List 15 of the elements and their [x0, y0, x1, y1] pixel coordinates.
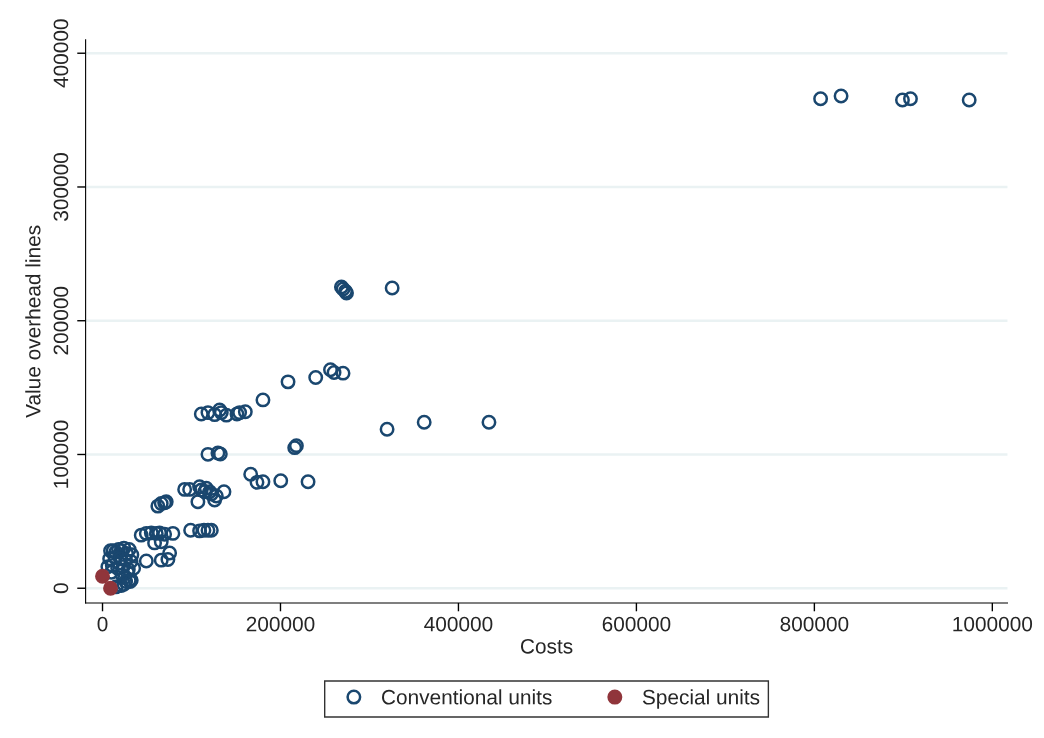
x-tick-label: 200000 [246, 616, 315, 632]
legend-label: Conventional units [382, 689, 552, 705]
y-tick-label: 100000 [53, 420, 69, 488]
x-tick-label: 800000 [780, 616, 849, 632]
x-tick-label: 1000000 [953, 616, 1033, 632]
y-tick-label: 400000 [53, 19, 69, 88]
x-tick-label: 0 [97, 616, 108, 632]
x-tick-label: 400000 [424, 616, 493, 632]
y-tick-label: 300000 [53, 153, 69, 221]
y-axis-title: Value overhead lines [25, 225, 41, 418]
y-tick-label: 0 [53, 583, 69, 594]
x-tick-label: 600000 [602, 616, 671, 632]
y-tick-label: 200000 [53, 286, 69, 355]
legend-label: Special units [642, 689, 760, 709]
x-axis-title: Costs [520, 638, 573, 654]
